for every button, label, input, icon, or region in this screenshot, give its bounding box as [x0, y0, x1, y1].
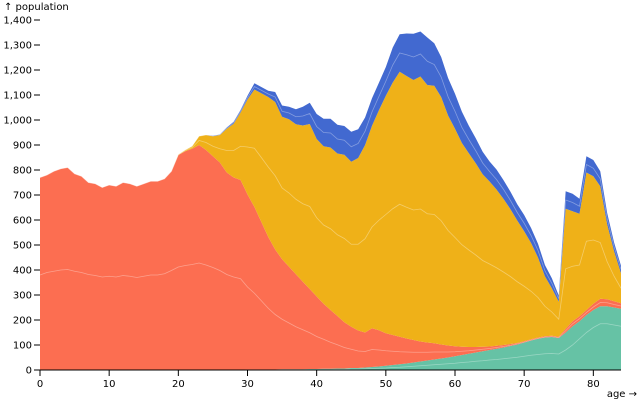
y-tick-label: 1,100	[3, 91, 32, 102]
y-tick: 600	[13, 216, 40, 227]
y-tick: 1,100	[3, 91, 40, 102]
y-tick: 300	[13, 291, 40, 302]
area-series-2	[40, 145, 621, 370]
y-tick: 400	[13, 266, 40, 277]
y-tick-label: 1,300	[3, 41, 32, 52]
area-series-2-divider-1	[39, 262, 622, 353]
x-tick-label: 70	[518, 379, 531, 390]
y-tick: 1,000	[3, 116, 40, 127]
y-tick-label: 0	[26, 366, 32, 377]
y-tick: 1,400	[3, 16, 40, 27]
y-tick-label: 1,000	[3, 116, 32, 127]
x-tick-label: 10	[103, 379, 116, 390]
y-tick-label: 200	[13, 316, 32, 327]
x-tick: 50	[379, 370, 392, 390]
y-tick-label: 400	[13, 266, 32, 277]
y-tick: 500	[13, 241, 40, 252]
x-tick: 0	[37, 370, 43, 390]
area-series-3	[40, 71, 621, 347]
y-axis-label: ↑ population	[4, 2, 69, 13]
y-tick-label: 900	[13, 141, 32, 152]
y-tick: 1,200	[3, 66, 40, 77]
x-tick-label: 20	[172, 379, 185, 390]
y-tick-label: 300	[13, 291, 32, 302]
x-tick-label: 0	[37, 379, 43, 390]
areas-layer	[40, 31, 621, 370]
x-tick: 40	[310, 370, 323, 390]
y-tick: 1,300	[3, 41, 40, 52]
y-tick-label: 1,200	[3, 66, 32, 77]
y-tick: 700	[13, 191, 40, 202]
y-tick: 100	[13, 341, 40, 352]
x-axis-label: age →	[607, 389, 637, 400]
area-series-4-divider-1	[39, 52, 622, 299]
x-tick-label: 60	[449, 379, 462, 390]
x-tick-label: 50	[379, 379, 392, 390]
x-tick: 70	[518, 370, 531, 390]
y-tick: 0	[26, 366, 40, 377]
x-tick: 10	[103, 370, 116, 390]
area-series-1	[40, 306, 621, 370]
x-tick: 30	[241, 370, 254, 390]
x-axis: 0 10 20 30 40 50 60 70 80	[37, 369, 621, 390]
x-tick-label: 30	[241, 379, 254, 390]
y-tick-label: 600	[13, 216, 32, 227]
y-tick: 200	[13, 316, 40, 327]
y-tick-label: 500	[13, 241, 32, 252]
x-tick-label: 80	[587, 379, 600, 390]
x-tick: 80	[587, 370, 600, 390]
x-tick: 20	[172, 370, 185, 390]
y-tick: 800	[13, 166, 40, 177]
x-tick: 60	[449, 370, 462, 390]
x-tick-label: 40	[310, 379, 323, 390]
y-tick-label: 800	[13, 166, 32, 177]
area-series-3-divider-1	[39, 140, 622, 321]
y-tick-label: 700	[13, 191, 32, 202]
y-tick-label: 1,400	[3, 16, 32, 27]
y-tick-label: 100	[13, 341, 32, 352]
y-axis: 0 100 200 300 400 500 600 700 800 900 1,000 1,100 1,…	[3, 16, 40, 377]
y-tick: 900	[13, 141, 40, 152]
